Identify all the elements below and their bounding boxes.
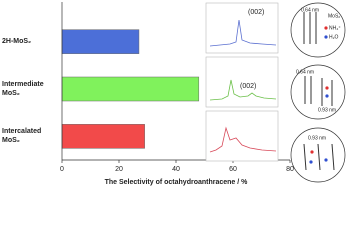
legend-label: NH₄⁺ xyxy=(329,25,341,31)
category-label: 2H-MoS₂ xyxy=(2,38,32,46)
xrd-trace xyxy=(209,126,277,153)
inset-frame xyxy=(205,56,279,108)
x-tick-label: 40 xyxy=(172,166,180,173)
dot xyxy=(310,150,314,154)
category-label: Intercalated MoS₂ xyxy=(2,128,42,145)
dot xyxy=(324,35,328,39)
spacing-label: 0.64 nm xyxy=(296,69,314,75)
schematic-circle xyxy=(290,127,346,183)
schematic-2: 0.64 nm 0.93 nm xyxy=(290,64,346,120)
schematic-1: 0.64 nm MoS₂ NH₄⁺ H₂O xyxy=(290,2,346,58)
x-tick-label: 0 xyxy=(60,166,64,173)
dot xyxy=(325,94,329,98)
schematic-3: 0.93 nm xyxy=(290,127,346,183)
dot xyxy=(324,26,328,30)
xrd-trace xyxy=(209,79,277,101)
xrd-trace xyxy=(209,19,277,47)
legend-label: MoS₂ xyxy=(328,13,340,19)
x-tick-label: 80 xyxy=(286,166,294,173)
schematic-circle xyxy=(290,2,346,58)
spacing-label: 0.93 nm xyxy=(318,107,336,113)
legend-label: H₂O xyxy=(329,34,339,40)
x-tick-label: 20 xyxy=(115,166,123,173)
spacing-label: 0.93 nm xyxy=(308,135,326,141)
layer xyxy=(317,143,321,171)
inset-3 xyxy=(205,110,279,162)
dot xyxy=(324,158,328,162)
figure: 80 60 40 20 0 (002) (002) 0.64 nm MoS₂ NH₄⁺ … xyxy=(2,2,346,186)
bar xyxy=(61,29,140,54)
chart: 80 60 40 20 0 (002) (002) 0.64 nm MoS₂ NH₄⁺ … xyxy=(60,2,346,186)
dot xyxy=(309,160,313,164)
x-tick-label: 60 xyxy=(229,166,237,173)
spacing-label: 0.64 nm xyxy=(301,7,319,13)
category-label: Intermediate MoS₂ xyxy=(2,81,44,97)
layer xyxy=(303,143,307,171)
schematic-circle xyxy=(290,64,346,120)
bar xyxy=(61,124,145,149)
peak-label: (002) xyxy=(240,83,256,90)
layer xyxy=(331,143,335,171)
peak-label: (002) xyxy=(248,9,264,16)
bar xyxy=(61,76,200,102)
x-axis-label: The Selectivity of octahydroanthracene /… xyxy=(105,179,249,186)
inset-2: (002) xyxy=(205,56,279,108)
inset-1: (002) xyxy=(205,2,279,54)
inset-frame xyxy=(205,110,279,162)
dot xyxy=(325,86,329,90)
